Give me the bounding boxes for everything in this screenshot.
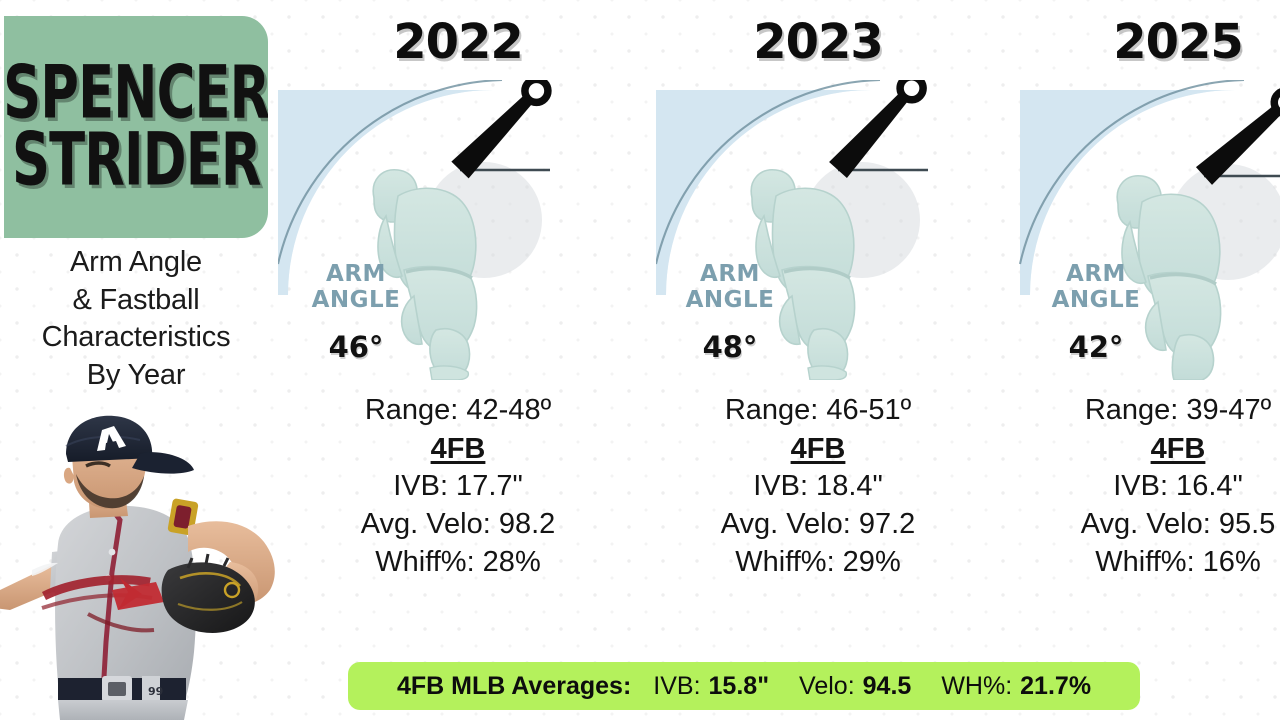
stat-ivb: IVB: 16.4" — [1113, 470, 1243, 503]
year-heading: 2023 — [753, 14, 884, 70]
footer-whiff-label: WH%: — [941, 671, 1013, 700]
footer-velo-value: 94.5 — [862, 671, 912, 700]
stat-whiff: Whiff%: 29% — [735, 545, 901, 578]
subtitle-line-3: Characteristics — [41, 321, 231, 354]
footer-ivb-value: 15.8" — [708, 671, 770, 700]
stat-pitch-type: 4FB — [790, 432, 846, 465]
year-heading: 2025 — [1113, 14, 1244, 70]
stat-range: Range: 42-48º — [364, 394, 552, 426]
arm-angle-figure — [1018, 80, 1280, 380]
arm-angle-label-line2: ANGLE — [1051, 286, 1141, 313]
footer-whiff-value: 21.7% — [1020, 671, 1092, 700]
stat-ivb: IVB: 17.7" — [393, 470, 523, 503]
subtitle-line-2: & Fastball — [72, 283, 200, 316]
stat-velo: Avg. Velo: 95.5 — [1080, 507, 1276, 540]
arm-angle-label-line1: ARM — [326, 261, 386, 287]
stats-block: Range: 39-47º 4FB IVB: 16.4" Avg. Velo: … — [998, 392, 1280, 581]
stat-range: Range: 39-47º — [1084, 394, 1272, 426]
arm-angle-value: 48° — [702, 330, 758, 364]
left-panel: SPENCER STRIDER Arm Angle & Fastball Cha… — [0, 0, 275, 720]
mlb-averages-footer: 4FB MLB Averages: IVB: 15.8" Velo: 94.5 … — [348, 662, 1140, 710]
title-box: SPENCER STRIDER — [4, 16, 268, 238]
stat-range: Range: 46-51º — [724, 394, 912, 426]
footer-ivb-label: IVB: — [653, 671, 701, 700]
stat-ivb: IVB: 18.4" — [753, 470, 883, 503]
arm-angle-value: 46° — [328, 330, 384, 364]
stat-pitch-type: 4FB — [1150, 432, 1206, 465]
arm-angle-label-line2: ANGLE — [311, 286, 401, 313]
pitcher-photo: 99 — [0, 415, 275, 720]
subtitle-block: Arm Angle & Fastball Characteristics By … — [0, 244, 272, 395]
footer-velo-label: Velo: — [799, 671, 855, 700]
subtitle-line-1: Arm Angle — [70, 246, 202, 278]
title-line-second: STRIDER — [11, 117, 262, 203]
stat-velo: Avg. Velo: 97.2 — [720, 507, 916, 540]
arm-angle-value: 42° — [1068, 330, 1124, 364]
stat-pitch-type: 4FB — [430, 432, 486, 465]
title-line-first: SPENCER — [4, 49, 268, 136]
arm-angle-figure — [656, 80, 928, 380]
year-column-2022: 2022 — [278, 0, 638, 646]
arm-angle-label: ARM ANGLE — [1036, 261, 1156, 314]
stat-whiff: Whiff%: 16% — [1095, 545, 1261, 578]
arm-angle-label-line2: ANGLE — [685, 286, 775, 313]
stat-velo: Avg. Velo: 98.2 — [360, 507, 556, 540]
stats-block: Range: 42-48º 4FB IVB: 17.7" Avg. Velo: … — [278, 392, 638, 581]
footer-heading: 4FB MLB Averages: — [396, 671, 632, 700]
year-column-2023: 2023 — [638, 0, 998, 646]
arm-angle-label-line1: ARM — [700, 261, 760, 287]
stat-whiff: Whiff%: 28% — [375, 545, 541, 578]
arm-angle-label-line1: ARM — [1066, 261, 1126, 287]
subtitle-line-4: By Year — [86, 359, 186, 392]
year-heading: 2022 — [393, 14, 524, 70]
stats-block: Range: 46-51º 4FB IVB: 18.4" Avg. Velo: … — [638, 392, 998, 581]
arm-angle-label: ARM ANGLE — [670, 261, 790, 314]
arm-angle-figure — [278, 80, 552, 380]
svg-text:99: 99 — [148, 685, 163, 698]
arm-angle-label: ARM ANGLE — [296, 261, 416, 314]
year-column-2025: 2025 — [998, 0, 1280, 646]
